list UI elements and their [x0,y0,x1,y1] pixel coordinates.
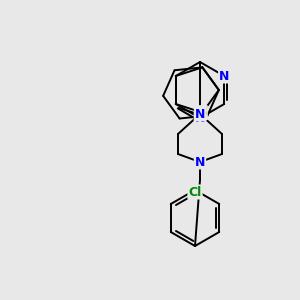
Text: S: S [198,106,207,119]
Text: Cl: Cl [188,185,202,199]
Text: N: N [195,107,205,121]
Text: N: N [195,112,205,124]
Text: N: N [219,70,230,83]
Text: N: N [195,155,205,169]
